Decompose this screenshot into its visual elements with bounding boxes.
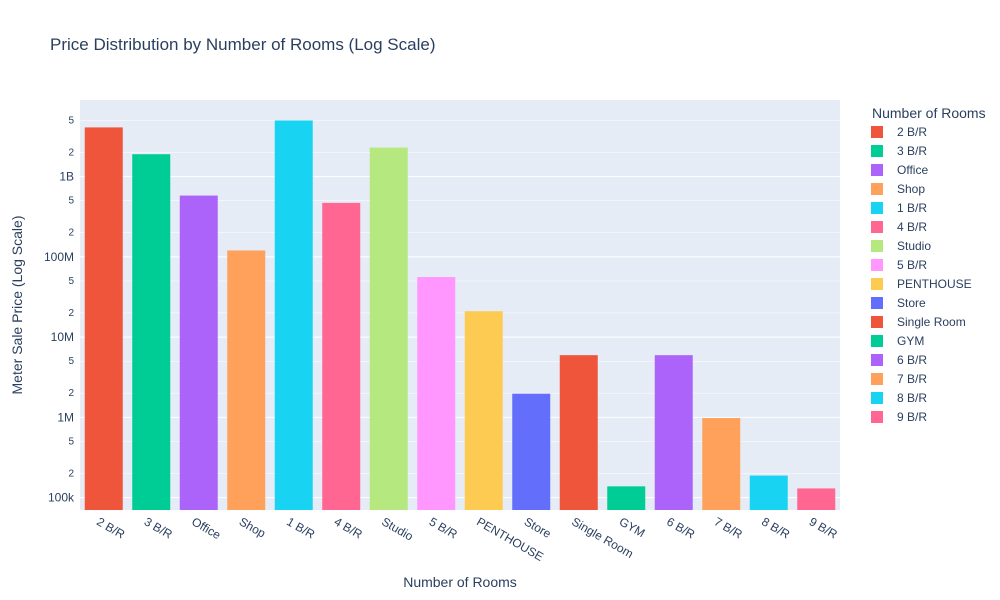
legend-swatch [871,221,883,233]
x-tick-label: Office [189,514,223,542]
y-minor-tick-label: 2 [68,228,74,239]
y-minor-tick-label: 2 [68,468,74,479]
y-axis-title: Meter Sale Price (Log Scale) [9,216,25,395]
legend-swatch [871,240,883,252]
legend-label: PENTHOUSE [897,277,972,291]
bar [749,475,788,510]
bar [369,147,408,510]
legend: Number of Rooms 2 B/R 3 B/R Office Shop 1 B/… [871,105,986,424]
legend-swatch [871,297,883,309]
x-tick-label: GYM [617,514,648,540]
legend-label: 4 B/R [897,220,927,234]
bar [464,311,503,510]
y-minor-tick-label: 5 [68,115,74,126]
legend-swatch [871,354,883,366]
legend-swatch [871,126,883,138]
y-tick-label: 100M [44,250,74,264]
x-tick-label: 5 B/R [427,514,460,541]
bar [702,418,741,510]
y-minor-tick-label: 5 [68,276,74,287]
y-axis-ticks: 2 5 2 5 2 5 2 5 2 5 100k 1M 10M 100M 1B [44,115,75,504]
legend-label: Office [897,163,928,177]
bar [654,355,693,510]
x-tick-label: 3 B/R [142,514,175,541]
bar [274,120,313,511]
legend-title: Number of Rooms [872,105,986,121]
legend-label: Studio [897,239,931,253]
y-tick-label: 10M [51,330,74,344]
x-tick-label: 4 B/R [332,514,365,541]
legend-swatch [871,335,883,347]
x-tick-label: 8 B/R [759,514,792,541]
legend-label: 5 B/R [897,258,927,272]
legend-swatch [871,278,883,290]
x-axis-title: Number of Rooms [403,574,517,590]
x-tick-label: 2 B/R [94,514,127,541]
x-tick-label: 6 B/R [664,514,697,541]
legend-label: 1 B/R [897,201,927,215]
legend-swatch [871,392,883,404]
y-tick-label: 1M [57,410,74,424]
bar [417,277,456,510]
legend-label: GYM [897,334,924,348]
bar [179,195,218,511]
chart-title: Price Distribution by Number of Rooms (L… [50,35,435,54]
bar [132,154,171,510]
y-minor-tick-label: 2 [68,388,74,399]
y-minor-tick-label: 5 [68,436,74,447]
y-minor-tick-label: 5 [68,356,74,367]
y-tick-label: 1B [59,170,74,184]
legend-label: Shop [897,182,925,196]
bar [512,393,551,510]
x-axis-ticks: 2 B/R 3 B/R Office Shop 1 B/R 4 B/R Studio 5 B/… [94,514,840,563]
x-tick-label: Studio [379,514,416,543]
bar [607,486,646,510]
legend-label: Store [897,296,926,310]
bar [84,127,123,511]
bar [227,250,266,511]
x-tick-label: Store [522,514,554,541]
legend-swatch [871,411,883,423]
y-minor-tick-label: 5 [68,196,74,207]
legend-label: 2 B/R [897,125,927,139]
y-tick-label: 100k [48,491,75,505]
legend-label: 3 B/R [897,144,927,158]
x-tick-label: 1 B/R [284,514,317,541]
bars [84,120,836,511]
bar [559,355,598,510]
legend-label: 6 B/R [897,353,927,367]
legend-swatch [871,145,883,157]
x-tick-label: 9 B/R [807,514,840,541]
legend-swatch [871,164,883,176]
bar [322,202,361,510]
legend-swatch [871,202,883,214]
bar [797,488,836,510]
legend-swatch [871,259,883,271]
x-tick-label: 7 B/R [712,514,745,541]
x-tick-label: Shop [237,514,269,540]
legend-swatch [871,183,883,195]
legend-label: 8 B/R [897,391,927,405]
y-minor-tick-label: 2 [68,308,74,319]
legend-swatch [871,316,883,328]
legend-swatch [871,373,883,385]
y-minor-tick-label: 2 [68,147,74,158]
legend-label: 9 B/R [897,410,927,424]
legend-label: Single Room [897,315,966,329]
legend-label: 7 B/R [897,372,927,386]
